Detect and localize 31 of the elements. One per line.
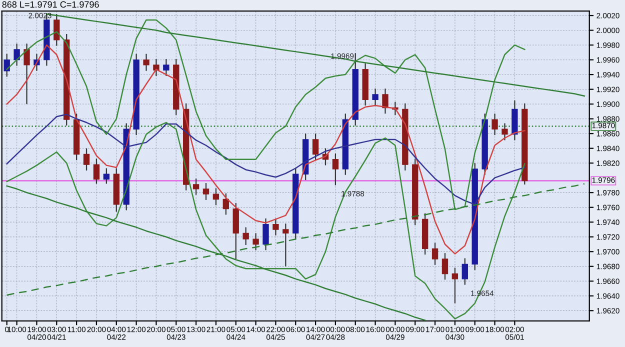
candlestick (163, 58, 170, 77)
candlestick (262, 218, 269, 251)
candlestick (312, 133, 319, 161)
candlestick (93, 158, 100, 184)
candlestick (24, 43, 30, 105)
candlestick (332, 152, 339, 186)
candlestick (272, 218, 279, 236)
candlestick (502, 122, 508, 141)
candlestick (202, 182, 210, 201)
candlestick (372, 88, 378, 106)
line-series (6, 122, 526, 320)
candlestick (83, 148, 90, 172)
candlestick (222, 192, 230, 216)
line-series (6, 114, 526, 206)
candlestick (432, 242, 438, 266)
candlestick (252, 232, 259, 251)
candlestick (103, 168, 110, 184)
candlestick (212, 188, 220, 206)
candlestick (442, 252, 448, 280)
chart-title: 868 L=1.9791 C=1.9796 (2, 1, 99, 8)
candlestick (153, 58, 160, 77)
candlestick (462, 258, 468, 286)
candlestick (14, 43, 20, 66)
candlestick (282, 223, 289, 267)
candlestick (192, 178, 200, 196)
candlestick (492, 113, 498, 136)
candlestick (143, 53, 150, 72)
candlestick (242, 226, 249, 246)
line-series (6, 44, 526, 254)
candlestick (452, 267, 458, 304)
candlestick (382, 88, 388, 114)
